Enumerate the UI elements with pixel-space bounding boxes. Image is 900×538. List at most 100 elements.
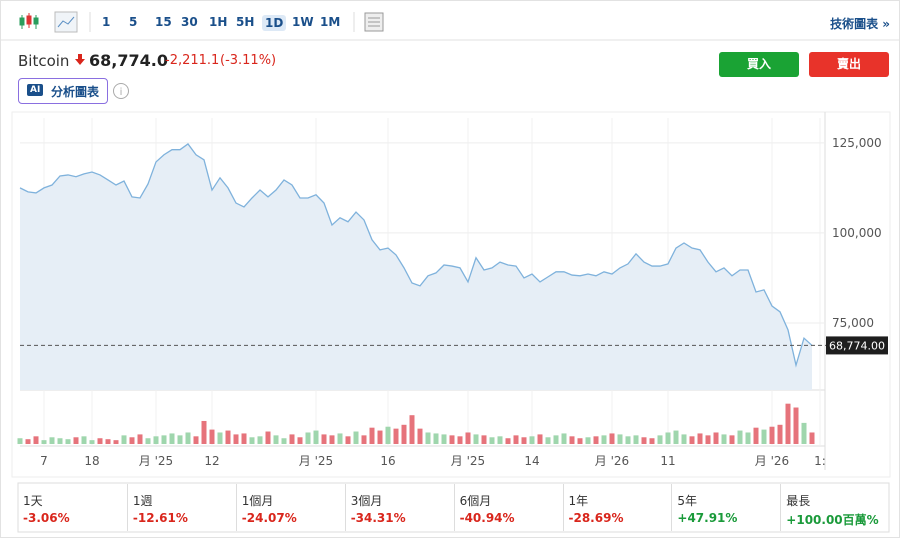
volume-bar (465, 432, 471, 444)
volume-bar (561, 433, 567, 444)
x-tick-label: 7 (40, 454, 48, 468)
volume-bar (521, 437, 527, 444)
volume-bar (177, 435, 183, 444)
interval-button[interactable]: 30 (181, 15, 198, 29)
volume-bar (241, 433, 247, 444)
interval-button[interactable]: 1D (262, 15, 287, 31)
volume-bar (425, 432, 431, 444)
volume-bar (97, 438, 103, 444)
volume-bar (345, 436, 351, 444)
performance-cell: 5年 +47.91% (671, 484, 779, 531)
volume-bar (641, 437, 647, 444)
volume-bar (129, 437, 135, 444)
volume-bar (289, 434, 295, 444)
x-tick-label: 12 (204, 454, 219, 468)
x-tick-label: 1: (814, 454, 826, 468)
volume-bar (217, 432, 223, 444)
volume-bar (713, 432, 719, 444)
volume-bar (169, 433, 175, 444)
volume-bar (513, 435, 519, 444)
volume-bar (601, 435, 607, 444)
performance-cell: 1天 -3.06% (18, 484, 125, 531)
volume-bar (769, 426, 775, 444)
interval-button[interactable]: 1W (292, 15, 314, 29)
volume-bar (121, 435, 127, 444)
interval-button[interactable]: 5H (236, 15, 255, 29)
volume-bar (481, 435, 487, 444)
interval-button[interactable]: 15 (155, 15, 172, 29)
interval-button[interactable]: 1H (209, 15, 228, 29)
volume-bar (745, 432, 751, 444)
volume-bar (73, 437, 79, 444)
volume-bar (737, 430, 743, 444)
down-arrow (75, 54, 85, 65)
period-label: 6個月 (459, 494, 492, 508)
interval-button[interactable]: 5 (129, 15, 138, 29)
volume-bar (81, 436, 87, 444)
change-percent: (-3.11%) (220, 53, 277, 68)
period-label: 1年 (568, 494, 589, 508)
volume-bar (665, 432, 671, 444)
volume-bar (761, 429, 767, 444)
volume-bar (49, 437, 55, 444)
volume-bar (377, 430, 383, 444)
x-tick-label: 月 '25 (299, 454, 333, 468)
period-label: 1個月 (241, 494, 274, 508)
period-label: 3個月 (350, 494, 383, 508)
x-tick-label: 月 '26 (755, 454, 789, 468)
volume-bar (473, 434, 479, 444)
volume-bar (649, 438, 655, 444)
volume-bar (457, 436, 463, 444)
technical-chart-link[interactable]: 技術圖表 » (830, 17, 890, 31)
volume-bar (161, 435, 167, 444)
instrument-name: Bitcoin (18, 52, 70, 70)
interval-button[interactable]: 1M (320, 15, 341, 29)
volume-bar (545, 437, 551, 444)
x-tick-label: 18 (84, 454, 99, 468)
volume-bar (273, 435, 279, 444)
volume-bar (753, 427, 759, 444)
volume-bar (585, 437, 591, 444)
period-label: 5年 (677, 494, 698, 508)
interval-button[interactable]: 1 (102, 15, 111, 29)
volume-bar (265, 431, 271, 444)
period-change: -28.69% (568, 511, 624, 525)
volume-bar (617, 434, 623, 444)
performance-cell: 1年 -28.69% (562, 484, 671, 531)
period-label: 1天 (23, 494, 43, 508)
period-label: 1週 (132, 494, 153, 508)
performance-frame (17, 482, 890, 533)
volume-bar (17, 438, 23, 444)
volume-bar (625, 436, 631, 444)
sell-button[interactable]: 賣出 (809, 52, 889, 77)
last-price-box (826, 336, 888, 355)
period-change: -3.06% (23, 511, 70, 525)
volume-bar (497, 436, 503, 444)
volume-bar (225, 430, 231, 444)
volume-bar (57, 438, 63, 444)
ai-button[interactable]: AI 分析圖表 (18, 78, 108, 104)
x-tick-label: 月 '26 (595, 454, 629, 468)
info-icon[interactable] (113, 83, 129, 99)
period-label: 最長 (786, 494, 811, 508)
volume-bar (105, 439, 111, 444)
performance-cell: 1個月 -24.07% (235, 484, 344, 531)
x-tick-label: 11 (660, 454, 675, 468)
area-icon[interactable] (54, 11, 78, 33)
chart-frame (11, 111, 891, 478)
volume-bar (705, 435, 711, 444)
buy-button[interactable]: 買入 (719, 52, 799, 77)
ai-badge: AI (27, 84, 44, 96)
x-tick-label: 月 '25 (451, 454, 485, 468)
period-change: -40.94% (459, 511, 515, 525)
period-change: -12.61% (132, 511, 188, 525)
candle-icon[interactable] (19, 13, 39, 29)
period-change: +47.91% (677, 511, 738, 525)
settings-icon[interactable] (364, 12, 384, 32)
volume-bar (369, 427, 375, 444)
volume-bar (729, 435, 735, 444)
volume-bar (89, 440, 95, 444)
volume-bar (449, 435, 455, 444)
volume-bar (553, 435, 559, 444)
